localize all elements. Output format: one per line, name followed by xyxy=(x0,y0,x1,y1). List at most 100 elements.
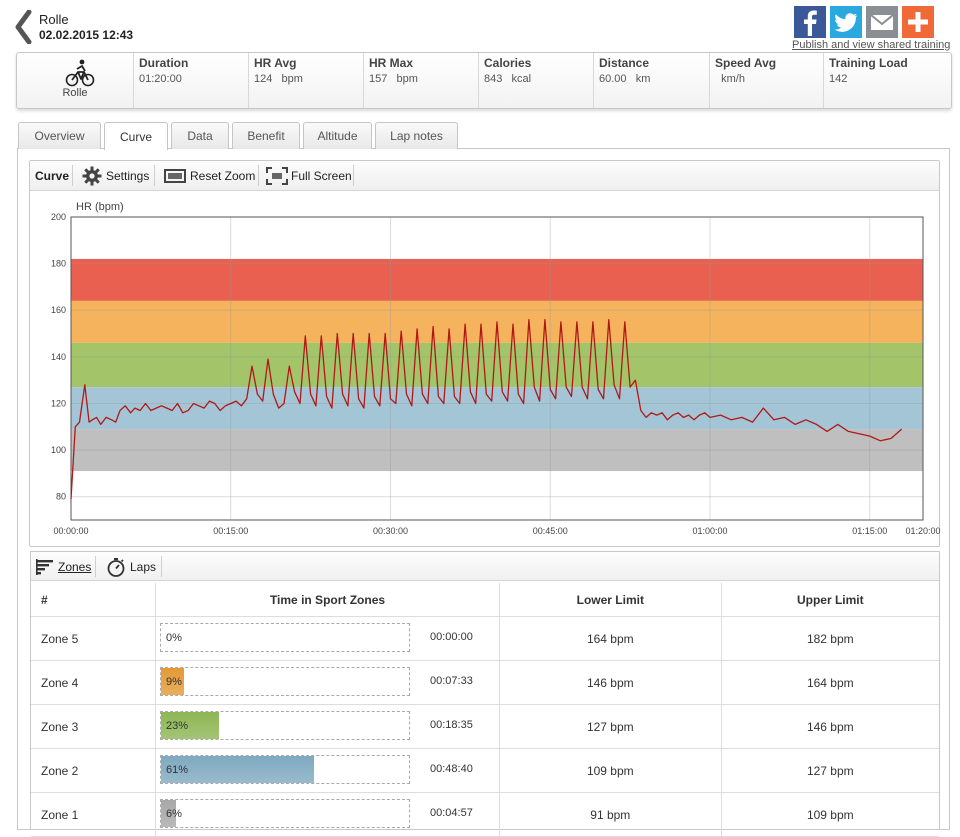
zones-toolbar: Zones Laps xyxy=(31,552,939,581)
zone-upper-limit: 127 bpm xyxy=(721,748,939,793)
gear-icon xyxy=(82,166,102,185)
zone-bar-track: 23% xyxy=(160,711,410,740)
stat-speed-avg: Speed Avg km/h xyxy=(709,53,823,108)
twitter-share-button[interactable] xyxy=(830,6,862,38)
zone-lower-limit: 146 bpm xyxy=(499,660,722,705)
stat-hr-max: HR Max 157 bpm xyxy=(363,53,478,108)
more-share-button[interactable] xyxy=(902,6,934,38)
x-tick-label: 00:00:00 xyxy=(53,526,88,536)
zone-percent: 23% xyxy=(166,720,189,732)
zone-time-cell: 23% 00:18:35 xyxy=(155,704,500,749)
y-tick-label: 120 xyxy=(51,398,66,408)
col-header-number: # xyxy=(31,583,156,617)
y-tick-label: 180 xyxy=(51,259,66,269)
full-screen-label: Full Screen xyxy=(291,168,352,183)
settings-button[interactable]: Settings xyxy=(82,161,149,190)
zone-name: Zone 4 xyxy=(31,660,156,705)
zone-lower-limit: 164 bpm xyxy=(499,616,722,661)
cycling-icon xyxy=(65,59,95,87)
tab-altitude[interactable]: Altitude xyxy=(303,122,372,149)
zone-time: 00:00:00 xyxy=(430,631,473,643)
tab-benefit[interactable]: Benefit xyxy=(232,122,300,149)
col-header-lower-limit[interactable]: Lower Limit xyxy=(499,583,722,617)
reset-zoom-button[interactable]: Reset Zoom xyxy=(164,161,255,190)
facebook-share-button[interactable] xyxy=(794,6,826,38)
y-tick-label: 200 xyxy=(51,212,66,222)
zone-bar-track: 61% xyxy=(160,755,410,784)
tab-data[interactable]: Data xyxy=(171,122,229,149)
x-tick-label: 01:15:00 xyxy=(852,526,887,536)
zone-percent: 0% xyxy=(166,632,182,644)
email-share-button[interactable] xyxy=(866,6,898,38)
mail-icon xyxy=(870,14,894,30)
y-tick-label: 100 xyxy=(51,445,66,455)
zone-upper-limit: 164 bpm xyxy=(721,660,939,705)
zone-band xyxy=(71,258,923,301)
tab-overview[interactable]: Overview xyxy=(18,122,101,149)
y-tick-label: 80 xyxy=(56,492,66,502)
laps-button[interactable]: Laps xyxy=(106,552,156,581)
stat-value: 142 xyxy=(829,73,848,85)
zone-time: 00:18:35 xyxy=(430,719,473,731)
stat-label: Speed Avg xyxy=(715,56,777,70)
reset-zoom-label: Reset Zoom xyxy=(190,168,256,183)
zones-table-header: # Time in Sport Zones Lower Limit Upper … xyxy=(31,583,939,617)
reset-zoom-icon xyxy=(164,168,186,183)
table-row: Zone 4 9% 00:07:33 146 bpm 164 bpm xyxy=(31,660,939,705)
col-header-time-in-zones[interactable]: Time in Sport Zones xyxy=(155,583,500,617)
facebook-icon xyxy=(804,10,817,36)
stat-duration: Duration 01:20:00 xyxy=(133,53,248,108)
table-row: Zone 2 61% 00:48:40 109 bpm 127 bpm xyxy=(31,748,939,793)
zone-time: 00:07:33 xyxy=(430,675,473,687)
zones-bars-icon xyxy=(36,558,53,575)
curve-toolbar-title: Curve xyxy=(35,168,70,183)
settings-label: Settings xyxy=(106,168,150,183)
zone-percent: 6% xyxy=(166,808,182,820)
zone-name: Zone 2 xyxy=(31,748,156,793)
zones-label: Zones xyxy=(58,559,92,574)
stat-label: HR Avg xyxy=(254,56,297,70)
tab-curve[interactable]: Curve xyxy=(104,122,168,150)
y-tick-label: 140 xyxy=(51,352,66,362)
zone-bar-track: 0% xyxy=(160,623,410,652)
back-chevron-icon[interactable] xyxy=(12,10,34,44)
zone-upper-limit: 182 bpm xyxy=(721,616,939,661)
zones-button[interactable]: Zones xyxy=(36,552,91,581)
training-title: Rolle xyxy=(39,12,69,27)
x-tick-label: 00:30:00 xyxy=(373,526,408,536)
zone-name: Zone 5 xyxy=(31,616,156,661)
full-screen-icon xyxy=(266,166,288,185)
col-header-upper-limit[interactable]: Upper Limit xyxy=(721,583,939,617)
x-tick-label: 01:20:00 xyxy=(905,526,940,536)
zone-bar-track: 6% xyxy=(160,799,410,828)
full-screen-button[interactable]: Full Screen xyxy=(266,161,352,190)
zone-bar-track: 9% xyxy=(160,667,410,696)
stat-label: Training Load xyxy=(829,56,908,70)
training-datetime: 02.02.2015 12:43 xyxy=(39,28,134,42)
twitter-icon xyxy=(834,13,857,32)
stat-hr-avg: HR Avg 124 bpm xyxy=(248,53,363,108)
hr-chart[interactable]: HR (bpm) 80 100 120 140 160 180 200 00:00:00 00… xyxy=(30,191,960,546)
training-summary: Rolle Duration 01:20:00 HR Avg 124 bpm H… xyxy=(16,52,952,109)
x-tick-label: 00:15:00 xyxy=(213,526,248,536)
stopwatch-icon xyxy=(107,557,125,577)
plus-icon xyxy=(908,12,928,32)
zone-bar-fill xyxy=(161,800,176,827)
zone-time: 00:04:57 xyxy=(430,807,473,819)
zone-time-cell: 9% 00:07:33 xyxy=(155,660,500,705)
table-row: Zone 3 23% 00:18:35 127 bpm 146 bpm xyxy=(31,704,939,749)
hr-series-line xyxy=(70,318,903,500)
stat-label: Calories xyxy=(484,56,532,70)
zone-band xyxy=(71,387,923,430)
x-tick-label: 00:45:00 xyxy=(533,526,568,536)
tab-lap-notes[interactable]: Lap notes xyxy=(375,122,458,149)
stat-value: 60.00 km xyxy=(599,73,651,85)
stat-label: Distance xyxy=(599,56,650,70)
zones-table: # Time in Sport Zones Lower Limit Upper … xyxy=(31,583,939,837)
plot-frame xyxy=(70,216,924,521)
publish-shared-training-link[interactable]: Publish and view shared training xyxy=(792,39,951,51)
zone-bar-fill xyxy=(161,668,184,695)
stat-value: 01:20:00 xyxy=(139,73,182,85)
stat-value: 157 bpm xyxy=(369,73,418,85)
stat-calories: Calories 843 kcal xyxy=(478,53,593,108)
